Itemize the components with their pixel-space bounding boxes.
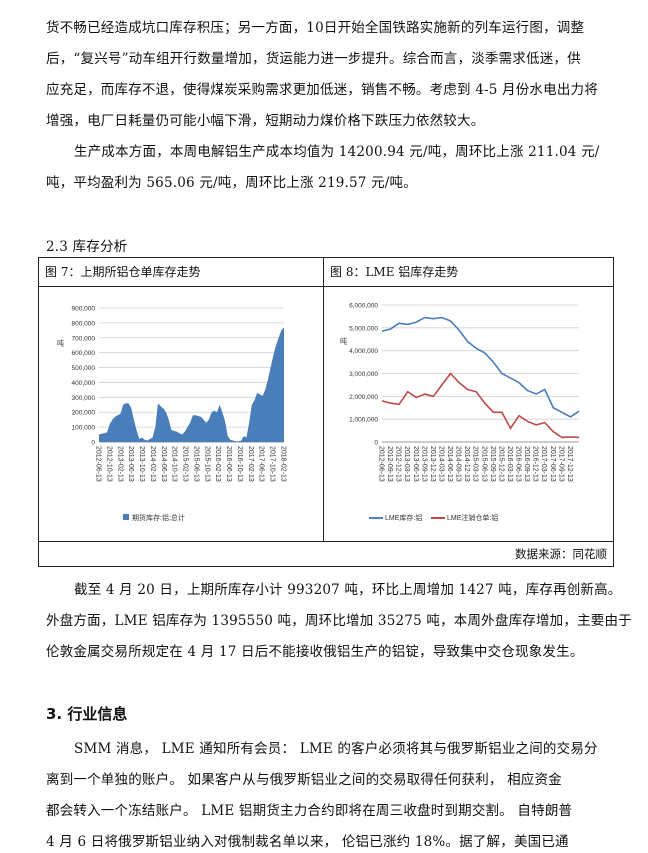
chart-lme-aluminum-stock: 0 1,000,000 2,000,000 3,000,000 4,000,000 5,0…: [340, 303, 580, 522]
x-tick-label: 2015-02-13: [182, 446, 189, 482]
x-tick-label: 2014-06-13: [446, 446, 453, 482]
x-tick-label: 2017-06-13: [258, 446, 265, 482]
paragraph-line: 吨，平均盈利为 565.06 元/吨，周环比上涨 219.57 元/吨。: [46, 175, 417, 191]
x-tick-label: 2014-12-13: [463, 446, 470, 482]
y-tick-label: 0: [374, 440, 378, 447]
paragraph-line: 伦敦金属交易所规定在 4 月 17 日后不能接收俄铝生产的铝锭，导致集中交仓现象…: [46, 644, 584, 660]
paragraph-line: 后，“复兴号”动车组开行数量增加，货运能力进一步提升。综合而言，淡季需求低迷，供: [46, 51, 581, 67]
y-tick-label: 3,000,000: [349, 371, 378, 378]
x-tick-label: 2016-09-13: [523, 446, 530, 482]
x-tick-label: 2014-02-13: [149, 446, 156, 482]
x-tick-label: 2017-09-13: [557, 446, 564, 482]
x-tick-label: 2013-09-13: [420, 446, 427, 482]
x-tick-label: 2017-06-13: [549, 446, 556, 482]
x-tick-label: 2013-10-13: [138, 446, 145, 482]
y-tick-label: 5,000,000: [349, 325, 378, 332]
data-source: 数据来源：同花顺: [515, 547, 607, 561]
legend-label: LME库存:铝: [385, 513, 422, 522]
x-tick-label: 2015-06-13: [192, 446, 199, 482]
fig8-title: 图 8：LME 铝库存走势: [324, 258, 613, 287]
paragraph-line: SMM 消息， LME 通知所有会员： LME 的客户必须将其与俄罗斯铝业之间的…: [74, 741, 598, 757]
x-tick-label: 2012-06-13: [95, 446, 102, 482]
paragraph-line: 4 月 6 日将俄罗斯铝业纳入对俄制裁名单以来， 伦铝已涨约 18%。据了解，美…: [46, 834, 569, 850]
y-axis-label: 吨: [340, 336, 347, 345]
x-tick-label: 2016-06-13: [515, 446, 522, 482]
section-heading-2-3: 2.3 库存分析: [46, 239, 128, 255]
y-tick-label: 6,000,000: [349, 303, 378, 310]
section-heading-3: 3. 行业信息: [46, 705, 128, 723]
legend-label: 期货库存:铝:总计: [132, 513, 185, 522]
x-tick-label: 2013-03-13: [403, 446, 410, 482]
x-tick-label: 2017-02-13: [247, 446, 254, 482]
y-tick-label: 100,000: [72, 425, 96, 432]
x-tick-label: 2018-02-13: [280, 446, 287, 482]
divider: [323, 258, 324, 541]
fig7-title: 图 7：上期所铝仓单库存走势: [39, 258, 323, 287]
y-tick-label: 0: [91, 440, 95, 447]
area-series: [99, 327, 284, 442]
paragraph-line: 都会转入一个冻结账户。 LME 铝期货主力合约即将在周三收盘时到期交割。 自特朗…: [46, 803, 573, 819]
paragraph-line: 离到一个单独的账户。 如果客户从与俄罗斯铝业之间的交易取得任何获利， 相应资金: [46, 772, 562, 788]
x-tick-label: 2017-12-13: [566, 446, 573, 482]
line-series: [381, 316, 580, 418]
y-axis-label: 吨: [57, 339, 64, 348]
y-tick-label: 400,000: [72, 380, 96, 387]
x-tick-label: 2017-10-13: [269, 446, 276, 482]
x-tick-label: 2013-02-13: [116, 446, 123, 482]
paragraph-line: 外盘方面，LME 铝库存为 1395550 吨，周环比增加 35275 吨，本周…: [46, 613, 632, 629]
x-tick-label: 2012-09-13: [386, 446, 393, 482]
x-tick-label: 2016-10-13: [236, 446, 243, 482]
paragraph-line: 应充足，而库存不退，使得煤炭采购需求更加低迷，销售不畅。考虑到 4-5 月份水电…: [46, 82, 598, 98]
y-tick-label: 600,000: [72, 350, 96, 357]
x-tick-label: 2014-10-13: [171, 446, 178, 482]
paragraph-line: 截至 4 月 20 日，上期所库存小计 993207 吨，环比上周增加 1427…: [74, 582, 622, 598]
line-series: [381, 372, 580, 439]
y-tick-label: 500,000: [72, 365, 96, 372]
x-tick-label: 2017-03-13: [540, 446, 547, 482]
paragraph-line: 货不畅已经造成坑口库存积压；另一方面，10日开始全国铁路实施新的列车运行图，调整: [46, 20, 585, 36]
x-tick-label: 2016-12-13: [532, 446, 539, 482]
x-tick-label: 2015-12-13: [497, 446, 504, 482]
x-tick-label: 2014-03-13: [437, 446, 444, 482]
x-tick-label: 2016-03-13: [506, 446, 513, 482]
x-tick-label: 2016-06-13: [225, 446, 232, 482]
x-tick-label: 2014-06-13: [160, 446, 167, 482]
x-tick-label: 2012-12-13: [395, 446, 402, 482]
y-tick-label: 800,000: [72, 320, 96, 327]
x-tick-label: 2014-09-13: [455, 446, 462, 482]
y-tick-label: 1,000,000: [349, 417, 378, 424]
divider: [39, 541, 613, 542]
x-tick-label: 2013-12-13: [429, 446, 436, 482]
x-tick-label: 2015-09-13: [489, 446, 496, 482]
x-tick-label: 2015-06-13: [480, 446, 487, 482]
paragraph-line: 增强，电厂日耗量仍可能小幅下滑，短期动力煤价格下跌压力依然较大。: [46, 113, 485, 129]
x-tick-label: 2016-02-13: [214, 446, 221, 482]
x-tick-label: 2012-10-13: [105, 446, 112, 482]
y-tick-label: 4,000,000: [349, 348, 378, 355]
y-tick-label: 700,000: [72, 335, 96, 342]
y-tick-label: 200,000: [72, 410, 96, 417]
x-tick-label: 2015-03-13: [472, 446, 479, 482]
y-tick-label: 2,000,000: [349, 394, 378, 401]
x-tick-label: 2015-10-13: [203, 446, 210, 482]
figure-table: 图 7：上期所铝仓单库存走势 图 8：LME 铝库存走势 0 100,000 200…: [38, 257, 614, 567]
paragraph-line: 生产成本方面，本周电解铝生产成本均值为 14200.94 元/吨，周环比上涨 2…: [74, 144, 600, 160]
legend-label: LME注销仓单:铝: [447, 513, 498, 522]
legend-swatch: [123, 514, 129, 520]
y-tick-label: 300,000: [72, 395, 96, 402]
x-tick-label: 2012-06-13: [378, 446, 385, 482]
x-tick-label: 2013-06-13: [127, 446, 134, 482]
chart-shfe-aluminum-stock: 0 100,000 200,000 300,000 400,000 500,000 600,…: [57, 306, 287, 523]
x-tick-label: 2013-06-13: [412, 446, 419, 482]
y-tick-label: 900,000: [72, 306, 96, 313]
